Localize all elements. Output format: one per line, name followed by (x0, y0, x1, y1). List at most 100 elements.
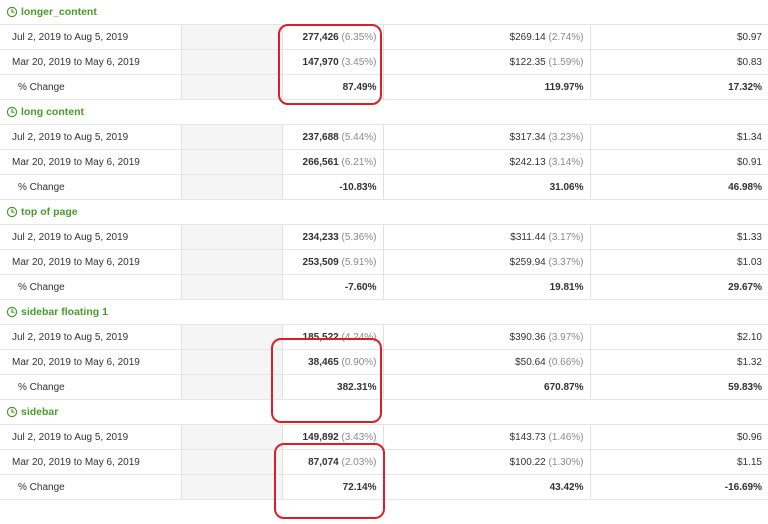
rpm-cell: $0.97 (589, 24, 768, 50)
rpm-change: 46.98% (589, 174, 768, 200)
impressions-value: 38,465 (308, 356, 339, 368)
impressions-cell: 266,561 (6.21%) (281, 149, 383, 175)
impressions-value: 237,688 (302, 131, 339, 143)
rpm-change: -16.69% (589, 474, 768, 500)
percent-change-label: % Change (0, 174, 181, 200)
impressions-value: 185,522 (302, 331, 339, 343)
group-header[interactable]: top of page (0, 200, 768, 224)
group-table: Jul 2, 2019 to Aug 5, 2019 185,522 (4.24… (0, 324, 768, 400)
table-row: Jul 2, 2019 to Aug 5, 2019 277,426 (6.35… (0, 24, 768, 50)
revenue-value: $311.44 (510, 231, 546, 243)
revenue-cell: $50.64 (0.66%) (382, 349, 590, 375)
revenue-change: 31.06% (382, 174, 590, 200)
group-section: top of page Jul 2, 2019 to Aug 5, 2019 2… (0, 200, 768, 300)
percent-change-label: % Change (0, 374, 181, 400)
group-title: longer_content (21, 6, 97, 18)
group-header[interactable]: sidebar (0, 400, 768, 424)
spacer-cell (180, 349, 282, 375)
revenue-value: $259.94 (509, 256, 546, 268)
spacer-cell (180, 374, 282, 400)
group-header[interactable]: long content (0, 100, 768, 124)
spacer-cell (180, 24, 282, 50)
table-row: Jul 2, 2019 to Aug 5, 2019 237,688 (5.44… (0, 124, 768, 150)
impressions-value: 234,233 (302, 231, 339, 243)
group-title: sidebar floating 1 (21, 306, 108, 318)
spacer-cell (180, 249, 282, 275)
date-range-label: Jul 2, 2019 to Aug 5, 2019 (0, 124, 181, 150)
clock-icon (6, 406, 18, 418)
impressions-share: (6.21%) (341, 156, 377, 168)
impressions-cell: 237,688 (5.44%) (281, 124, 383, 150)
revenue-value: $269.14 (509, 31, 546, 43)
impressions-change: 72.14% (281, 474, 383, 500)
spacer-cell (180, 174, 282, 200)
spacer-cell (180, 49, 282, 75)
percent-change-row: % Change -10.83% 31.06% 46.98% (0, 174, 768, 200)
revenue-value: $317.34 (509, 131, 546, 143)
spacer-cell (180, 224, 282, 250)
impressions-cell: 38,465 (0.90%) (281, 349, 383, 375)
clock-icon (6, 206, 18, 218)
revenue-share: (1.46%) (548, 431, 584, 443)
spacer-cell (180, 124, 282, 150)
group-section: longer_content Jul 2, 2019 to Aug 5, 201… (0, 0, 768, 100)
spacer-cell (180, 324, 282, 350)
impressions-cell: 149,892 (3.43%) (281, 424, 383, 450)
impressions-cell: 234,233 (5.36%) (281, 224, 383, 250)
rpm-cell: $1.33 (589, 224, 768, 250)
revenue-share: (3.97%) (548, 331, 584, 343)
group-header[interactable]: longer_content (0, 0, 768, 24)
impressions-cell: 147,970 (3.45%) (281, 49, 383, 75)
revenue-share: (3.37%) (548, 256, 584, 268)
percent-change-row: % Change 87.49% 119.97% 17.32% (0, 74, 768, 100)
impressions-value: 149,892 (302, 431, 339, 443)
revenue-share: (0.66%) (548, 356, 584, 368)
revenue-cell: $390.36 (3.97%) (382, 324, 590, 350)
rpm-cell: $0.96 (589, 424, 768, 450)
impressions-cell: 253,509 (5.91%) (281, 249, 383, 275)
date-range-label: Jul 2, 2019 to Aug 5, 2019 (0, 424, 181, 450)
revenue-cell: $242.13 (3.14%) (382, 149, 590, 175)
revenue-value: $390.36 (509, 331, 546, 343)
revenue-value: $143.73 (509, 431, 546, 443)
group-table: Jul 2, 2019 to Aug 5, 2019 277,426 (6.35… (0, 24, 768, 100)
date-range-label: Mar 20, 2019 to May 6, 2019 (0, 349, 181, 375)
impressions-cell: 277,426 (6.35%) (281, 24, 383, 50)
table-row: Mar 20, 2019 to May 6, 2019 38,465 (0.90… (0, 349, 768, 375)
impressions-value: 277,426 (302, 31, 339, 43)
group-header[interactable]: sidebar floating 1 (0, 300, 768, 324)
rpm-change: 29.67% (589, 274, 768, 300)
revenue-change: 19.81% (382, 274, 590, 300)
date-range-label: Mar 20, 2019 to May 6, 2019 (0, 49, 181, 75)
revenue-share: (1.59%) (548, 56, 584, 68)
impressions-share: (3.45%) (341, 56, 377, 68)
date-range-label: Jul 2, 2019 to Aug 5, 2019 (0, 24, 181, 50)
table-row: Mar 20, 2019 to May 6, 2019 147,970 (3.4… (0, 49, 768, 75)
impressions-change: 87.49% (281, 74, 383, 100)
rpm-change: 17.32% (589, 74, 768, 100)
revenue-cell: $317.34 (3.23%) (382, 124, 590, 150)
revenue-cell: $100.22 (1.30%) (382, 449, 590, 475)
revenue-change: 119.97% (382, 74, 590, 100)
revenue-share: (3.23%) (548, 131, 584, 143)
revenue-change: 670.87% (382, 374, 590, 400)
impressions-value: 87,074 (308, 456, 339, 468)
revenue-value: $242.13 (509, 156, 546, 168)
percent-change-label: % Change (0, 74, 181, 100)
group-section: sidebar floating 1 Jul 2, 2019 to Aug 5,… (0, 300, 768, 400)
comparison-report: longer_content Jul 2, 2019 to Aug 5, 201… (0, 0, 768, 500)
revenue-share: (2.74%) (548, 31, 584, 43)
table-row: Jul 2, 2019 to Aug 5, 2019 185,522 (4.24… (0, 324, 768, 350)
impressions-value: 147,970 (302, 56, 339, 68)
revenue-cell: $259.94 (3.37%) (382, 249, 590, 275)
revenue-cell: $122.35 (1.59%) (382, 49, 590, 75)
impressions-value: 253,509 (302, 256, 339, 268)
group-table: Jul 2, 2019 to Aug 5, 2019 234,233 (5.36… (0, 224, 768, 300)
clock-icon (6, 106, 18, 118)
group-table: Jul 2, 2019 to Aug 5, 2019 149,892 (3.43… (0, 424, 768, 500)
rpm-cell: $0.91 (589, 149, 768, 175)
impressions-change: -7.60% (281, 274, 383, 300)
spacer-cell (180, 424, 282, 450)
percent-change-row: % Change 382.31% 670.87% 59.83% (0, 374, 768, 400)
table-row: Mar 20, 2019 to May 6, 2019 87,074 (2.03… (0, 449, 768, 475)
